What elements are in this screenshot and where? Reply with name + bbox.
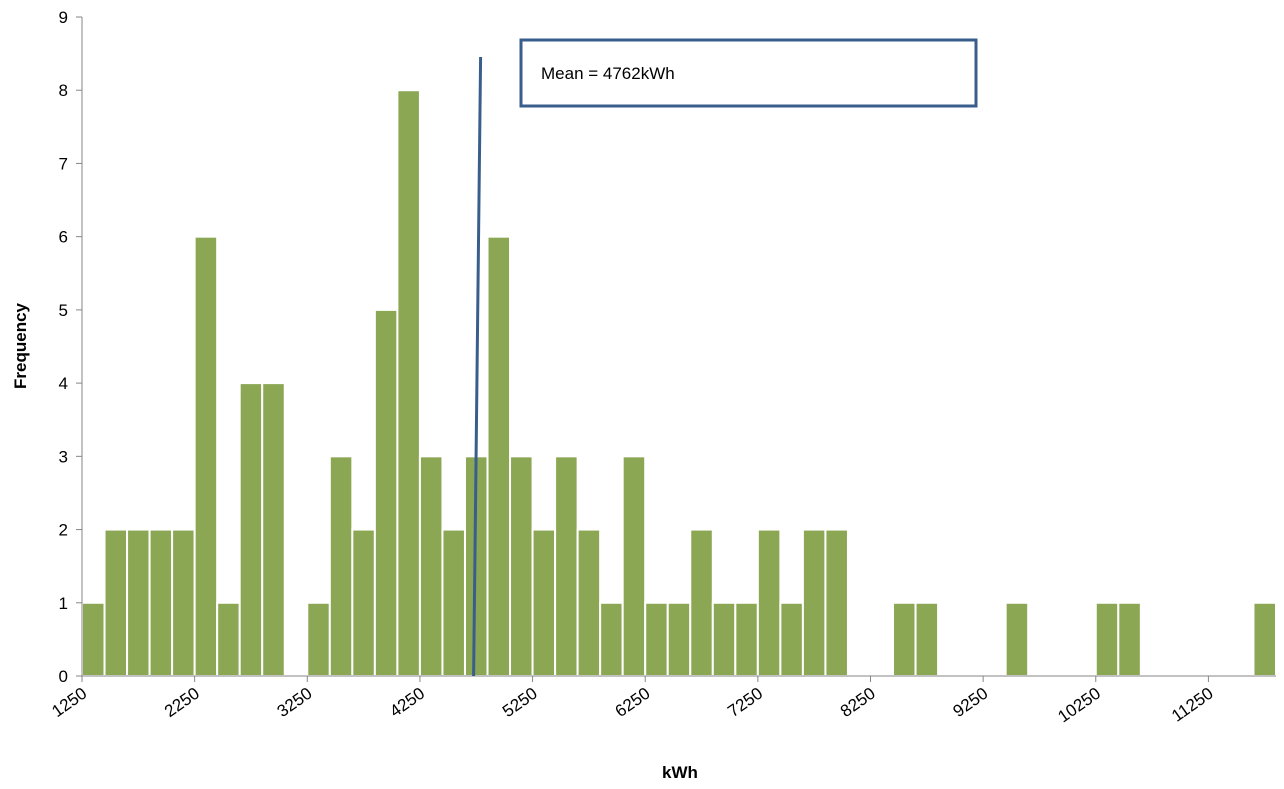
x-tick-label: 9250 xyxy=(950,684,992,721)
bar xyxy=(666,601,692,677)
bar xyxy=(373,308,399,677)
y-tick-label: 5 xyxy=(59,301,68,320)
bar xyxy=(171,528,196,677)
bar xyxy=(1252,601,1277,677)
x-axis-label: kWh xyxy=(662,763,698,782)
x-tick-label: 7250 xyxy=(724,684,766,721)
bar xyxy=(261,382,286,677)
x-tick-label: 3250 xyxy=(274,684,316,721)
bar xyxy=(711,601,737,677)
bar xyxy=(1094,601,1120,677)
bar xyxy=(892,601,917,677)
x-tick-label: 4250 xyxy=(386,684,428,721)
y-tick-label: 6 xyxy=(59,228,68,247)
y-tick-label: 1 xyxy=(59,594,68,613)
bar xyxy=(103,528,129,677)
x-tick-label: 8250 xyxy=(837,684,879,721)
bar xyxy=(756,528,782,677)
x-tick-label: 5250 xyxy=(499,684,541,721)
bar xyxy=(396,89,421,677)
x-tick-label: 2250 xyxy=(161,684,203,721)
bar xyxy=(644,601,669,677)
bar xyxy=(621,455,647,678)
bar xyxy=(779,601,804,677)
bar xyxy=(576,528,602,677)
y-tick-label: 8 xyxy=(59,81,68,100)
bar xyxy=(238,382,264,677)
bar xyxy=(148,528,174,677)
bar xyxy=(126,528,151,677)
y-tick-label: 3 xyxy=(59,447,68,466)
y-tick-label: 2 xyxy=(59,521,68,540)
bar xyxy=(193,235,219,678)
bar xyxy=(531,528,557,677)
x-tick-label: 6250 xyxy=(612,684,654,721)
y-tick-label: 7 xyxy=(59,154,68,173)
bar xyxy=(734,601,759,677)
bar xyxy=(1117,601,1142,677)
bar xyxy=(486,235,512,678)
x-tick-label: 11250 xyxy=(1168,684,1217,726)
annotation-text: Mean = 4762kWh xyxy=(541,64,675,83)
y-tick-label: 0 xyxy=(59,667,68,686)
bar xyxy=(306,601,331,677)
bar xyxy=(328,455,354,678)
bar xyxy=(914,601,940,677)
mean-line xyxy=(472,56,483,677)
bar xyxy=(81,601,106,677)
bar xyxy=(1004,601,1030,677)
annotation-box xyxy=(519,38,978,108)
bar xyxy=(509,455,534,678)
y-tick-label: 9 xyxy=(59,8,68,27)
bar xyxy=(599,601,624,677)
y-tick-label: 4 xyxy=(59,374,68,393)
bar xyxy=(216,601,241,677)
bar xyxy=(801,528,827,677)
bar xyxy=(351,528,376,677)
bar xyxy=(441,528,466,677)
bar xyxy=(824,528,849,677)
x-tick-label: 10250 xyxy=(1054,684,1104,727)
bar xyxy=(554,455,579,678)
bar xyxy=(689,528,714,677)
x-tick-label: 1250 xyxy=(48,684,90,721)
y-axis-label: Frequency xyxy=(11,302,30,389)
bar xyxy=(418,455,444,678)
